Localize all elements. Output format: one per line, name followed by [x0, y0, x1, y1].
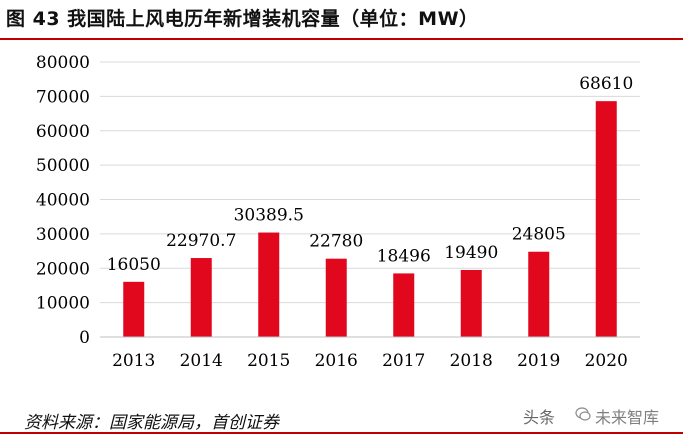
data-label: 22970.7 — [166, 231, 236, 251]
chart-title: 图 43 我国陆上风电历年新增装机容量（单位：MW） — [6, 8, 479, 30]
x-tick-label: 2017 — [382, 351, 425, 371]
x-tick-label: 2014 — [180, 351, 223, 371]
data-label: 22780 — [309, 232, 363, 252]
y-tick-label: 40000 — [36, 191, 90, 211]
y-tick-label: 80000 — [36, 53, 90, 73]
bar — [393, 273, 415, 337]
x-tick-label: 2018 — [450, 351, 493, 371]
data-label: 30389.5 — [234, 206, 304, 226]
bar — [190, 258, 212, 337]
x-tick-label: 2016 — [315, 351, 358, 371]
x-tick-label: 2020 — [585, 351, 628, 371]
data-label: 16050 — [107, 255, 161, 275]
x-tick-label: 2013 — [112, 351, 155, 371]
data-label: 24805 — [512, 225, 566, 245]
bar-chart: 0 10000 20000 30000 40000 50000 60000 70000 8000… — [36, 53, 640, 371]
chat-bubble-icon — [575, 407, 591, 421]
watermark: 头条 未来智库 — [523, 400, 673, 430]
y-tick-label: 30000 — [36, 225, 90, 245]
y-tick-label: 70000 — [36, 87, 90, 107]
bar — [528, 251, 550, 337]
y-tick-label: 60000 — [36, 122, 90, 142]
y-tick-label: 20000 — [36, 259, 90, 279]
y-tick-label: 0 — [79, 328, 90, 348]
y-tick-label: 50000 — [36, 156, 90, 176]
bar — [325, 258, 347, 337]
bar — [123, 281, 145, 337]
bar — [595, 101, 617, 337]
data-label: 68610 — [579, 74, 633, 94]
y-tick-label: 10000 — [36, 294, 90, 314]
bottom-rule — [0, 432, 683, 434]
source-note: 资料来源：国家能源局，首创证券 — [24, 413, 279, 433]
bar — [258, 232, 280, 337]
watermark-left: 头条 — [523, 408, 556, 427]
title-rule — [0, 38, 683, 40]
bar — [460, 270, 482, 337]
x-tick-label: 2015 — [247, 351, 290, 371]
watermark-right: 未来智库 — [595, 408, 660, 427]
data-label: 19490 — [444, 243, 498, 263]
x-tick-label: 2019 — [517, 351, 560, 371]
data-label: 18496 — [377, 246, 431, 266]
